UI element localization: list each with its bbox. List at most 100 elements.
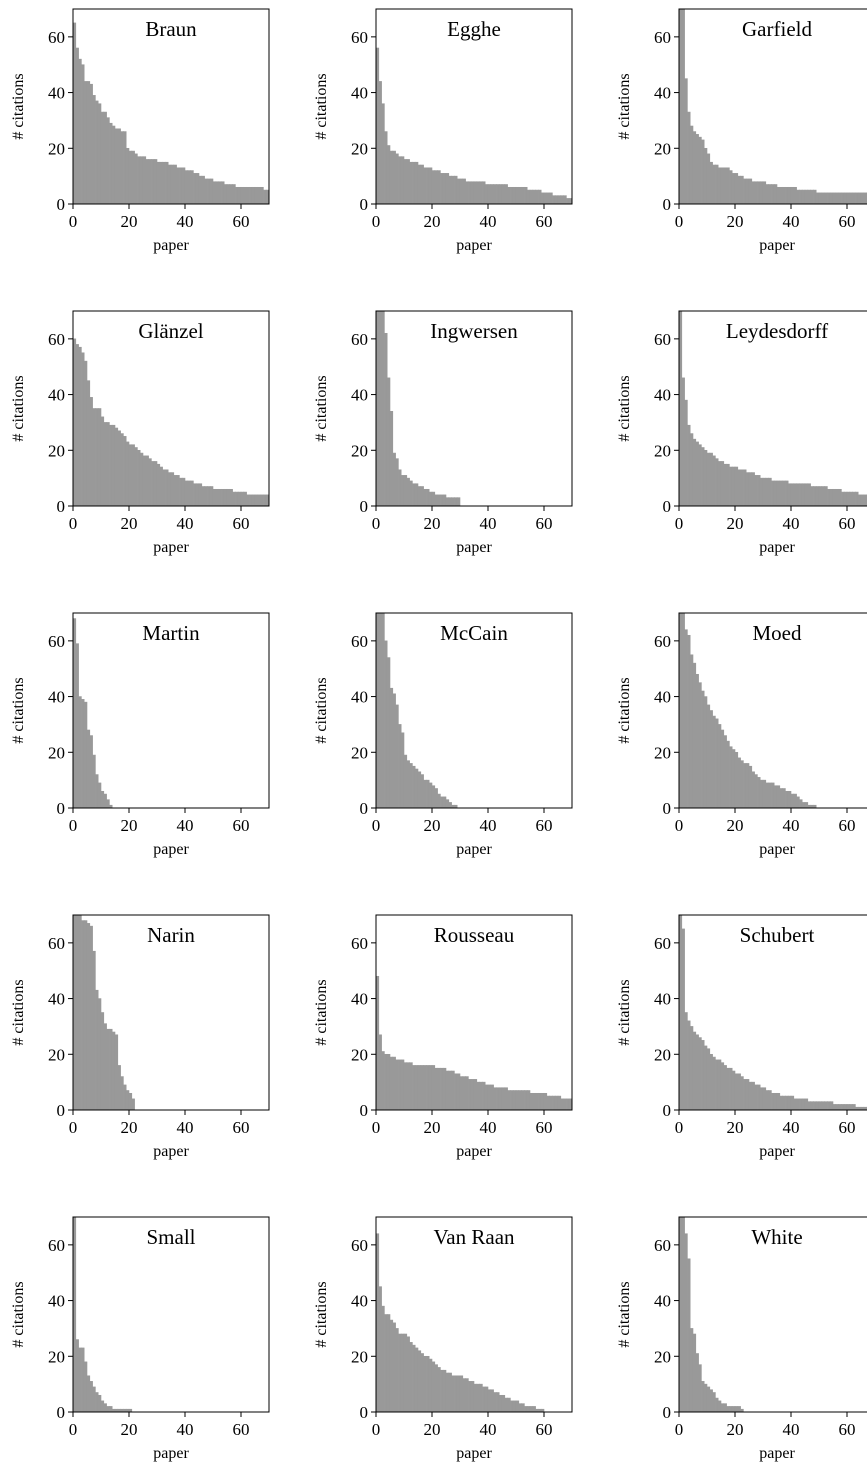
garfield-bar	[829, 192, 834, 204]
small-y-tick-label: 40	[48, 1292, 65, 1311]
small-title: Small	[146, 1225, 195, 1249]
schubert-bar	[824, 1101, 828, 1110]
moed-bar	[726, 740, 730, 808]
van-raan-bar	[431, 1361, 436, 1412]
van-raan-bar	[510, 1400, 514, 1412]
moed-x-tick-label: 20	[727, 816, 744, 835]
small-bar	[86, 1375, 91, 1412]
garfield-frame	[678, 8, 867, 205]
rousseau-x-tick-label: 60	[536, 1118, 553, 1137]
moed-bar	[717, 724, 722, 808]
narin-y-tick-label: 60	[48, 934, 65, 953]
schubert-bar	[793, 1098, 797, 1110]
glanzel-bar	[142, 455, 147, 506]
mccain-bar	[384, 640, 388, 808]
egghe-chart: 0 20 40 60 0 20 40 60 paper # citations Egghe	[313, 8, 573, 254]
garfield-bar	[827, 192, 831, 204]
van-raan-frame	[375, 1216, 573, 1413]
moed-y-tick-label: 20	[654, 743, 671, 762]
small-bar	[73, 1217, 77, 1412]
narin-bar	[123, 1084, 127, 1110]
van-raan-bar	[468, 1381, 472, 1412]
martin-x-axis-label: paper	[153, 841, 189, 858]
braun-bar	[137, 156, 141, 204]
rousseau-bar	[493, 1087, 497, 1110]
moed-y-tick-label: 0	[663, 799, 672, 818]
small-bar	[103, 1403, 107, 1412]
martin-bar	[103, 793, 107, 808]
garfield-bar	[846, 192, 851, 204]
garfield-bar	[790, 186, 795, 204]
braun-bar	[176, 167, 180, 204]
egghe-bar	[406, 159, 410, 204]
rousseau-x-axis-label: paper	[456, 1143, 492, 1160]
rousseau-bar	[487, 1084, 492, 1110]
glanzel-bar	[240, 491, 245, 506]
leydesdorff-x-axis-label: paper	[759, 539, 795, 556]
leydesdorff-bar	[720, 461, 725, 506]
braun-bar	[97, 103, 102, 204]
garfield-bar	[860, 192, 865, 204]
braun-bar	[109, 122, 113, 204]
braun-bar	[243, 186, 247, 204]
glanzel-bar	[153, 461, 158, 506]
rousseau-bar	[552, 1095, 556, 1110]
egghe-bar	[417, 164, 422, 204]
braun-bar	[123, 131, 127, 204]
glanzel-bar	[78, 346, 82, 506]
garfield-bar	[815, 192, 820, 204]
glanzel-bar	[237, 491, 242, 506]
schubert-bar	[734, 1073, 739, 1110]
braun-bar	[215, 181, 219, 204]
moed-bar	[787, 790, 792, 808]
rousseau-bar	[426, 1065, 430, 1110]
narin-x-tick-label: 60	[233, 1118, 250, 1137]
rousseau-title: Rousseau	[434, 923, 515, 947]
van-raan-bar	[521, 1403, 525, 1412]
ingwersen-bar	[381, 311, 385, 506]
rousseau-bar	[496, 1087, 500, 1110]
rousseau-bar	[568, 1098, 572, 1110]
braun-bar	[117, 128, 121, 204]
rousseau-bar	[566, 1098, 570, 1110]
garfield-bar	[849, 192, 853, 204]
schubert-bar	[681, 928, 685, 1110]
schubert-x-tick-label: 60	[839, 1118, 856, 1137]
martin-y-tick-label: 0	[57, 799, 66, 818]
mccain-bar	[445, 799, 450, 808]
braun-bar	[92, 95, 96, 204]
glanzel-title: Glänzel	[138, 319, 203, 343]
narin-bar	[128, 1092, 133, 1110]
braun-bar	[103, 111, 107, 204]
rousseau-bar	[384, 1053, 388, 1110]
van-raan-bar	[496, 1392, 500, 1412]
garfield-bar	[855, 192, 859, 204]
narin-bar	[111, 1031, 116, 1110]
van-raan-bar	[487, 1389, 492, 1412]
white-bars	[679, 1217, 744, 1412]
small-bar	[89, 1381, 93, 1412]
egghe-bar	[501, 184, 506, 204]
schubert-title: Schubert	[740, 923, 815, 947]
mccain-bar	[389, 687, 394, 808]
moed-bar	[731, 749, 736, 808]
martin-bar	[75, 643, 79, 808]
leydesdorff-bar	[740, 469, 744, 506]
van-raan-bar	[529, 1406, 534, 1412]
rousseau-y-tick-label: 40	[351, 990, 368, 1009]
small-x-tick-label: 40	[177, 1420, 194, 1439]
braun-bars	[73, 22, 269, 204]
rousseau-bar	[395, 1059, 399, 1110]
rousseau-bar	[554, 1095, 559, 1110]
braun-bar	[246, 186, 250, 204]
white-bar	[689, 1328, 694, 1412]
van-raan-bar	[414, 1347, 419, 1412]
leydesdorff-bar	[754, 475, 758, 506]
egghe-bar	[526, 189, 531, 204]
leydesdorff-bar	[796, 483, 800, 506]
van-raan-bar	[476, 1383, 480, 1412]
schubert-bar	[740, 1076, 744, 1110]
glanzel-bar	[92, 408, 96, 506]
glanzel-x-tick-label: 0	[69, 514, 78, 533]
narin-bar	[125, 1090, 130, 1110]
